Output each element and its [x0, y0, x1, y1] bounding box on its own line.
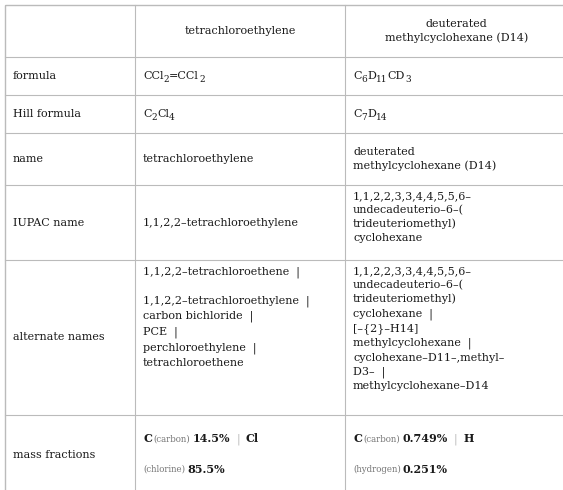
Text: formula: formula [13, 71, 57, 81]
Text: (chlorine): (chlorine) [143, 465, 185, 474]
Text: 2: 2 [151, 113, 157, 122]
Text: 0.749%: 0.749% [403, 434, 448, 444]
Text: 1,1,2,2,3,3,4,4,5,5,6–
undecadeuterio–6–(
trideuteriomethyl)
cyclohexane: 1,1,2,2,3,3,4,4,5,5,6– undecadeuterio–6–… [353, 191, 472, 243]
Text: 1,1,2,2–tetrachloroethene  |

1,1,2,2–tetrachloroethylene  |
carbon bichloride  : 1,1,2,2–tetrachloroethene | 1,1,2,2–tetr… [143, 266, 310, 368]
Text: mass fractions: mass fractions [13, 450, 95, 460]
Text: H: H [463, 434, 474, 444]
Text: (hydrogen): (hydrogen) [353, 465, 401, 474]
Text: 11: 11 [376, 74, 387, 83]
Text: (carbon): (carbon) [154, 435, 191, 443]
Text: 14: 14 [376, 113, 387, 122]
Text: C: C [353, 109, 361, 119]
Text: CCl: CCl [143, 71, 163, 81]
Text: 4: 4 [169, 113, 175, 122]
Text: IUPAC name: IUPAC name [13, 218, 84, 227]
Text: deuterated
methylcyclohexane (D14): deuterated methylcyclohexane (D14) [385, 19, 528, 44]
Text: CD: CD [387, 71, 405, 81]
Text: deuterated
methylcyclohexane (D14): deuterated methylcyclohexane (D14) [353, 147, 496, 172]
Text: D: D [367, 109, 376, 119]
Text: C: C [353, 71, 361, 81]
Text: C: C [143, 434, 152, 444]
Text: tetrachloroethylene: tetrachloroethylene [143, 154, 254, 164]
Text: name: name [13, 154, 44, 164]
Text: |: | [454, 433, 458, 445]
Text: 1,1,2,2,3,3,4,4,5,5,6–
undecadeuterio–6–(
trideuteriomethyl)
cyclohexane  |
[–{2: 1,1,2,2,3,3,4,4,5,5,6– undecadeuterio–6–… [353, 266, 504, 392]
Text: 6: 6 [361, 74, 367, 83]
Text: alternate names: alternate names [13, 333, 105, 343]
Text: 85.5%: 85.5% [187, 464, 225, 475]
Text: 2: 2 [199, 74, 204, 83]
Text: C: C [143, 109, 151, 119]
Text: Cl: Cl [246, 434, 259, 444]
Text: |: | [236, 433, 240, 445]
Text: =CCl: =CCl [169, 71, 199, 81]
Text: Cl: Cl [157, 109, 169, 119]
Text: 7: 7 [361, 113, 367, 122]
Text: 2: 2 [163, 74, 169, 83]
Text: C: C [353, 434, 362, 444]
Text: 14.5%: 14.5% [193, 434, 230, 444]
Text: Hill formula: Hill formula [13, 109, 81, 119]
Text: 3: 3 [405, 74, 410, 83]
Text: tetrachloroethylene: tetrachloroethylene [184, 26, 296, 36]
Text: 1,1,2,2–tetrachloroethylene: 1,1,2,2–tetrachloroethylene [143, 218, 299, 227]
Text: (carbon): (carbon) [364, 435, 401, 443]
Text: 0.251%: 0.251% [403, 464, 448, 475]
Text: D: D [367, 71, 376, 81]
